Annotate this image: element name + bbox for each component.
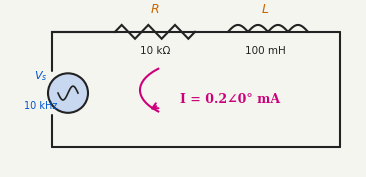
Text: 10 kΩ: 10 kΩ — [140, 46, 170, 56]
Text: I = 0.2∠0° mA: I = 0.2∠0° mA — [180, 93, 280, 107]
Text: R: R — [151, 3, 159, 16]
Circle shape — [48, 73, 88, 113]
Text: 100 mH: 100 mH — [244, 46, 285, 56]
Text: $V_s$: $V_s$ — [34, 69, 48, 83]
Text: L: L — [261, 3, 269, 16]
Text: 10 kHz: 10 kHz — [24, 101, 58, 111]
